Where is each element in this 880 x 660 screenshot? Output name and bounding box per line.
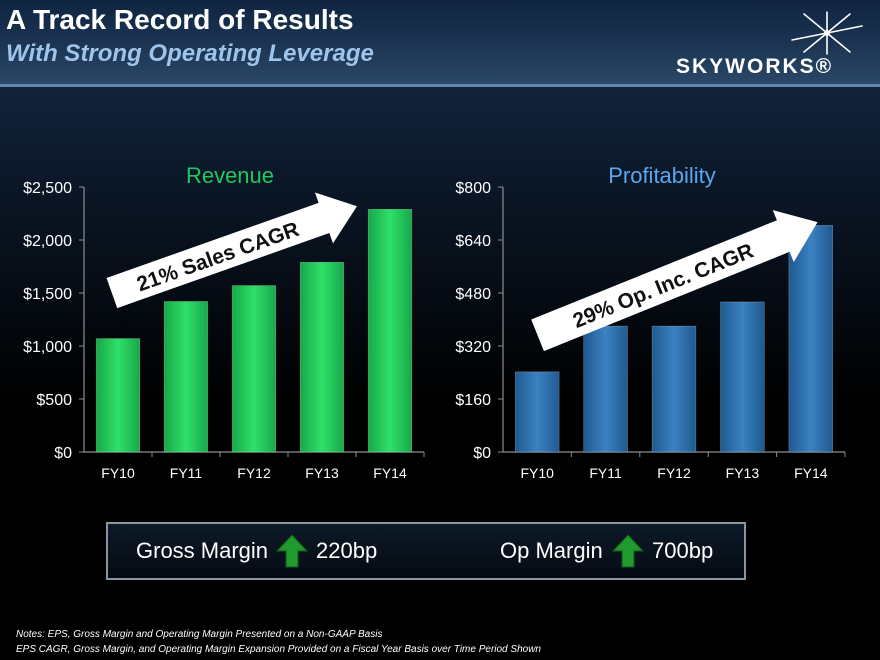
revenue-chart: Revenue $0 $500 $1,000 $1,500 $2,000 $2,500 F… [23,163,425,481]
x-tick-label: FY14 [794,465,828,481]
margin-summary-box: Gross Margin 220bp Op Margin 700bp [106,522,746,580]
chart-title: Revenue [186,163,274,188]
bar-fy13 [720,301,765,453]
x-tick-label: FY11 [170,465,203,481]
footnotes: Notes: EPS, Gross Margin and Operating M… [16,627,541,657]
x-tick-label: FY14 [373,465,407,481]
bar-fy10 [95,338,141,453]
company-logo-text: SKYWORKS® [676,55,834,78]
bar-fy14 [788,225,833,453]
x-tick-label: FY10 [520,465,554,481]
op-margin-value: 700bp [652,538,714,563]
y-tick-label: $2,000 [23,233,72,250]
y-tick-label: $1,000 [23,339,72,356]
y-tick-label: $0 [473,445,491,462]
y-tick-label: $160 [455,392,491,409]
y-tick-label: $320 [455,339,491,356]
y-tick-label: $2,500 [23,180,72,197]
chart-title: Profitability [608,163,716,188]
up-arrow-icon [612,534,644,568]
bar-fy12 [231,285,277,453]
gross-margin-value: 220bp [316,538,378,563]
x-tick-label: FY13 [726,465,760,481]
footnote-line: EPS CAGR, Gross Margin, and Operating Ma… [16,644,541,655]
footnote-line: Notes: EPS, Gross Margin and Operating M… [16,629,383,640]
y-tick-label: $480 [455,286,491,303]
y-tick-label: $1,500 [23,286,72,303]
gross-margin-label: Gross Margin [136,538,269,563]
y-tick-label: $640 [455,233,491,250]
bar-fy10 [515,371,560,453]
bar-fy11 [163,301,209,453]
up-arrow-icon [276,534,308,568]
bar-fy12 [651,325,697,453]
y-tick-label: $800 [455,180,491,197]
arrow-shape [106,192,357,309]
x-tick-label: FY11 [589,465,622,481]
x-tick-label: FY12 [237,465,271,481]
skyworks-logo-icon [791,11,863,55]
bar-fy11 [583,325,628,453]
cagr-label: 21% Sales CAGR [134,218,302,297]
header-divider [0,84,880,87]
x-tick-label: FY12 [657,465,691,481]
arrow-shape [531,210,818,352]
y-tick-label: $500 [36,392,72,409]
page-title: A Track Record of Results [6,4,354,35]
header-bar [0,0,880,84]
x-tick-label: FY13 [305,465,339,481]
y-tick-label: $0 [54,445,72,462]
bar-fy13 [299,261,345,453]
op-margin-label: Op Margin [500,538,603,563]
x-tick-label: FY10 [101,465,135,481]
profitability-chart: Profitability $0 $160 $320 $480 $640 $800 FY1… [455,163,846,481]
page-subtitle: With Strong Operating Leverage [6,40,374,67]
bar-fy14 [367,208,413,453]
